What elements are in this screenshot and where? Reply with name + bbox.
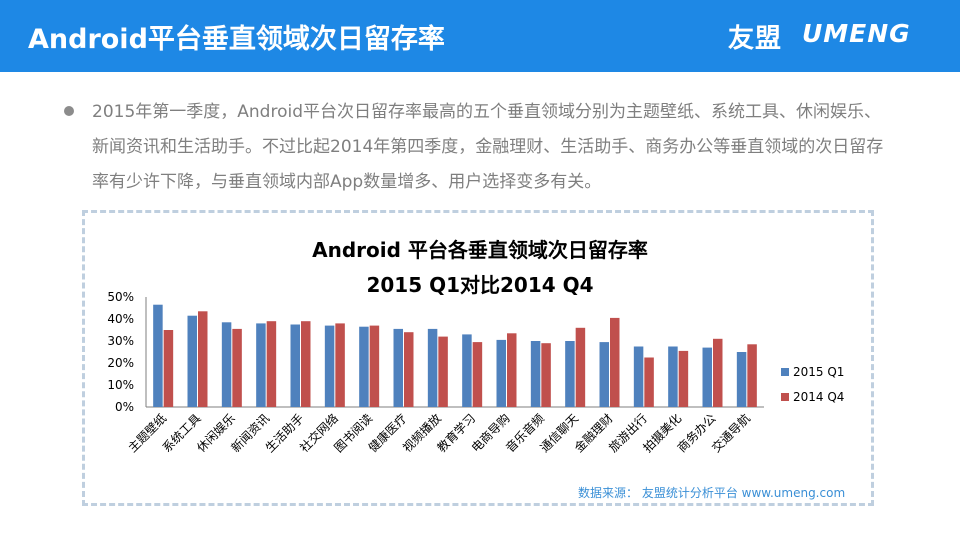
bar-series2 <box>198 311 208 407</box>
bar-series1 <box>427 328 438 407</box>
bar-series2 <box>369 325 380 407</box>
bar-series1 <box>324 325 335 407</box>
bar-series1 <box>599 342 609 407</box>
bar-series2 <box>301 321 311 407</box>
y-tick-label: 40% <box>107 312 134 326</box>
bar-series1 <box>393 328 403 407</box>
header-bar: Android平台垂直领域次日留存率 友盟 UMENG <box>0 0 960 72</box>
bar-series1 <box>462 334 472 407</box>
bar-series2 <box>472 342 483 407</box>
y-tick-label: 30% <box>107 334 134 348</box>
bar-series1 <box>565 341 575 407</box>
bar-series1 <box>187 315 197 407</box>
bar-series2 <box>404 332 414 407</box>
logo-text-cn: 友盟 <box>728 24 783 54</box>
chart-frame <box>82 210 874 506</box>
bar-series1 <box>153 304 163 407</box>
bar-series1 <box>359 326 369 407</box>
y-tick-label: 10% <box>107 378 134 392</box>
bar-series2 <box>507 333 517 407</box>
summary-text: 2015年第一季度，Android平台次日留存率最高的五个垂直领域分别为主题壁纸… <box>92 102 884 192</box>
bar-series2 <box>232 328 242 407</box>
bar-series2 <box>678 350 689 407</box>
bar-series2 <box>575 327 586 407</box>
bar-series1 <box>221 322 232 407</box>
bullet-icon <box>64 106 74 116</box>
logo-text-en: UMENG <box>802 19 911 48</box>
chart-title: Android 平台各垂直领域次日留存率 <box>312 238 648 262</box>
bar-series1 <box>496 339 506 407</box>
bar-series1 <box>633 346 644 407</box>
umeng-logo: 友盟 UMENG <box>728 18 938 54</box>
bar-series2 <box>335 323 345 407</box>
y-tick-label: 20% <box>107 356 134 370</box>
bar-series2 <box>747 344 757 407</box>
bar-series1 <box>290 324 300 407</box>
source-note: 数据来源： 友盟统计分析平台 www.umeng.com <box>578 486 846 500</box>
bar-series2 <box>713 338 723 407</box>
chart-subtitle: 2015 Q1对比2014 Q4 <box>366 273 594 297</box>
legend-swatch <box>781 368 789 376</box>
bar-series2 <box>541 343 551 407</box>
bar-series1 <box>736 352 747 407</box>
bar-series1 <box>668 346 678 407</box>
page-title: Android平台垂直领域次日留存率 <box>28 24 445 55</box>
y-tick-label: 50% <box>107 290 134 304</box>
x-tick-label: 交通导航 <box>708 411 753 456</box>
y-tick-label: 0% <box>115 400 134 414</box>
bar-series2 <box>163 330 174 407</box>
bar-series2 <box>266 321 277 407</box>
bar-series1 <box>530 341 541 407</box>
legend-label: 2015 Q1 <box>793 365 844 379</box>
bar-series2 <box>610 317 620 407</box>
bar-series2 <box>438 336 448 407</box>
legend-swatch <box>781 393 789 401</box>
bar-series1 <box>702 347 712 407</box>
bar-series1 <box>256 323 266 407</box>
bar-series2 <box>644 357 654 407</box>
legend-label: 2014 Q4 <box>793 390 844 404</box>
